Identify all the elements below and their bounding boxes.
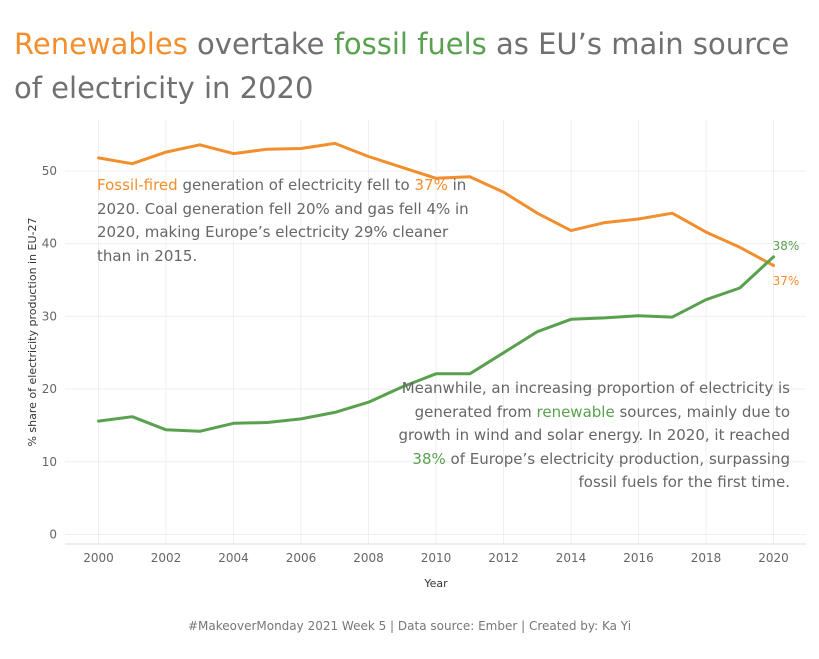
grid (65, 120, 806, 545)
series-line-fossil-fired (97, 141, 775, 267)
series-line-renewable (97, 255, 775, 433)
x-axis-ticks: 2000 2002 2004 2006 2008 2010 2012 2014 2016 2018… (83, 551, 789, 565)
title-fossil-fuels: fossil fuels (333, 27, 487, 61)
x-tick-label: 2006 (286, 551, 317, 565)
renewable-annotation: Meanwhile, an increasing proportion of e… (380, 377, 790, 495)
x-tick-label: 2004 (218, 551, 249, 565)
y-tick-label: 40 (42, 237, 57, 251)
fossil-annotation-highlight: Fossil-fired (97, 176, 178, 194)
title-text-1: overtake (187, 27, 334, 61)
x-tick-label: 2010 (421, 551, 452, 565)
end-label-renewable: 38% (773, 239, 800, 253)
y-tick-label: 10 (42, 455, 57, 469)
x-tick-label: 2000 (83, 551, 114, 565)
renewable-annotation-text-3: of Europe’s electricity production, surp… (445, 449, 790, 492)
chart-title: Renewables overtake fossil fuels as EU’s… (14, 22, 804, 110)
end-label-fossil: 37% (773, 274, 800, 288)
renewable-annotation-highlight: renewable (536, 402, 615, 421)
fossil-annotation-percent: 37% (414, 176, 448, 194)
footer-credits: #MakeoverMonday 2021 Week 5 | Data sourc… (187, 619, 632, 633)
y-tick-label: 20 (42, 382, 57, 396)
series-lines (97, 141, 775, 433)
x-tick-label: 2012 (488, 551, 519, 565)
y-tick-label: 30 (42, 309, 57, 323)
title-renewables: Renewables (14, 27, 188, 61)
x-tick-label: 2008 (353, 551, 384, 565)
x-tick-label: 2020 (758, 551, 789, 565)
title-text-2: as EU’s main source of electricity in 20… (14, 27, 790, 105)
y-tick-label: 0 (49, 528, 57, 542)
fossil-annotation-text-2: in 2020. Coal generation fell 20% and ga… (97, 176, 469, 265)
y-tick-label: 50 (42, 164, 57, 178)
x-tick-label: 2002 (151, 551, 182, 565)
x-axis-title: Year (423, 577, 448, 590)
y-axis-ticks: 0 10 20 30 40 50 (42, 164, 57, 542)
x-tick-label: 2018 (691, 551, 722, 565)
y-axis-title: % share of electricity production in EU-… (26, 217, 39, 446)
renewable-annotation-text-1: Meanwhile, an increasing proportion of e… (401, 379, 790, 421)
fossil-annotation: Fossil-fired generation of electricity f… (97, 174, 477, 268)
x-tick-label: 2016 (623, 551, 654, 565)
renewable-annotation-text-2: sources, mainly due to growth in wind an… (398, 402, 790, 445)
x-tick-label: 2014 (556, 551, 587, 565)
renewable-annotation-percent: 38% (412, 449, 446, 468)
fossil-annotation-text-1: generation of electricity fell to (177, 176, 415, 194)
